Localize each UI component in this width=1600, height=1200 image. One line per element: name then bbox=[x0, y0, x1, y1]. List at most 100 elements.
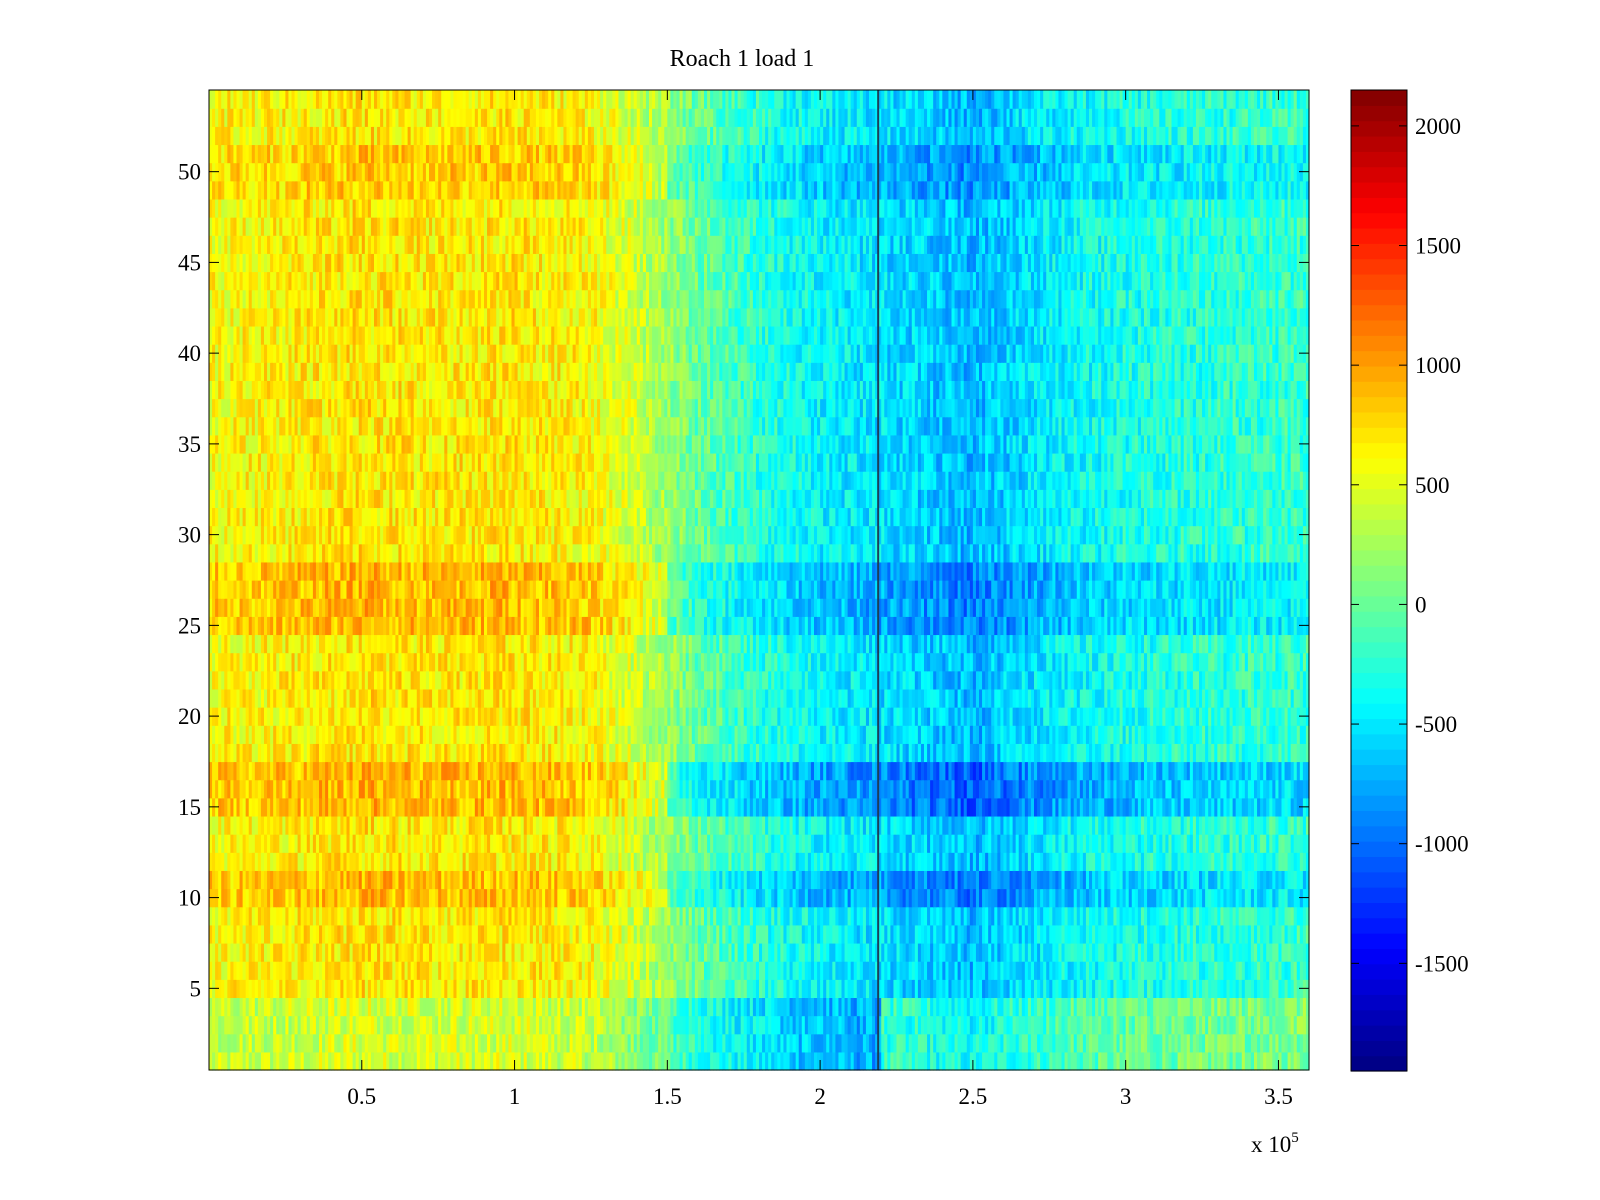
heatmap-cell bbox=[792, 1033, 797, 1053]
heatmap-cell bbox=[1027, 1051, 1032, 1071]
heatmap-cell bbox=[1064, 1033, 1069, 1053]
heatmap-cell bbox=[361, 1015, 366, 1035]
heatmap-cell bbox=[306, 1051, 311, 1071]
heatmap-cell bbox=[853, 1033, 858, 1053]
heatmap-cell bbox=[1214, 1033, 1218, 1053]
heatmap-cell bbox=[367, 1033, 372, 1053]
heatmap-cell bbox=[526, 1015, 531, 1035]
heatmap-cell bbox=[422, 1051, 427, 1071]
heatmap-cell bbox=[1281, 1033, 1286, 1053]
heatmap-cell bbox=[508, 1015, 513, 1035]
heatmap-cell bbox=[499, 1051, 503, 1071]
heatmap-cell bbox=[1260, 1033, 1264, 1053]
heatmap-cell bbox=[386, 1033, 390, 1053]
heatmap-cell bbox=[419, 1051, 424, 1071]
heatmap-cell bbox=[679, 1051, 684, 1071]
heatmap-cell bbox=[306, 1015, 311, 1035]
heatmap-cell bbox=[722, 1033, 726, 1053]
heatmap-cell bbox=[872, 1051, 876, 1071]
heatmap-cell bbox=[1223, 1033, 1228, 1053]
heatmap-cell bbox=[545, 1051, 549, 1071]
heatmap-cell bbox=[713, 1051, 717, 1071]
heatmap-cell bbox=[835, 1051, 840, 1071]
heatmap-cell bbox=[1052, 1033, 1056, 1053]
heatmap-cell bbox=[239, 1051, 244, 1071]
heatmap-cell bbox=[545, 1015, 549, 1035]
heatmap-cell bbox=[1076, 1033, 1081, 1053]
heatmap-cell bbox=[285, 1033, 290, 1053]
heatmap-cell bbox=[532, 1033, 537, 1053]
heatmap-cell bbox=[783, 1051, 788, 1071]
heatmap-cell bbox=[425, 1033, 430, 1053]
heatmap-cell bbox=[386, 1015, 390, 1035]
heatmap-cell bbox=[575, 1033, 580, 1053]
heatmap-cell bbox=[850, 1033, 855, 1053]
heatmap-cell bbox=[1302, 1033, 1307, 1053]
heatmap-cell bbox=[557, 1051, 561, 1071]
heatmap-cell bbox=[737, 1051, 742, 1071]
heatmap-cell bbox=[1049, 1051, 1053, 1071]
heatmap-cell bbox=[432, 1033, 436, 1053]
heatmap-cell bbox=[291, 1033, 296, 1053]
heatmap-cell bbox=[407, 1015, 412, 1035]
heatmap-cell bbox=[1159, 1033, 1163, 1053]
heatmap-cell bbox=[771, 1033, 775, 1053]
heatmap-cell bbox=[1116, 1051, 1121, 1071]
heatmap-cell bbox=[1113, 1033, 1118, 1053]
heatmap-cell bbox=[728, 1033, 733, 1053]
heatmap-cell bbox=[645, 1033, 650, 1053]
heatmap-cell bbox=[545, 1033, 549, 1053]
heatmap-cell bbox=[890, 1051, 895, 1071]
heatmap-cell bbox=[273, 1051, 277, 1071]
heatmap-cell bbox=[1226, 1051, 1231, 1071]
heatmap-cell bbox=[1076, 1051, 1081, 1071]
heatmap-cell bbox=[322, 1033, 326, 1053]
heatmap-cell bbox=[312, 1051, 317, 1071]
heatmap-cell bbox=[777, 1051, 781, 1071]
heatmap-cell bbox=[425, 1051, 430, 1071]
heatmap-cell bbox=[1214, 1051, 1218, 1071]
heatmap-cell bbox=[1272, 1033, 1276, 1053]
heatmap-cell bbox=[887, 1051, 891, 1071]
heatmap-cell bbox=[218, 1051, 222, 1071]
heatmap-cell bbox=[942, 1033, 946, 1053]
heatmap-cell bbox=[1244, 1051, 1249, 1071]
heatmap-cell bbox=[789, 1033, 794, 1053]
heatmap-cell bbox=[1107, 1033, 1111, 1053]
heatmap-cell bbox=[325, 1051, 329, 1071]
heatmap-cell bbox=[1238, 1033, 1243, 1053]
heatmap-cell bbox=[1165, 1033, 1170, 1053]
heatmap-cell bbox=[419, 1015, 424, 1035]
heatmap-cell bbox=[1052, 1051, 1056, 1071]
heatmap-cell bbox=[1024, 1033, 1029, 1053]
heatmap-cell bbox=[624, 1051, 629, 1071]
heatmap-cell bbox=[374, 1051, 378, 1071]
heatmap-cell bbox=[548, 1033, 552, 1053]
heatmap-cell bbox=[572, 1051, 577, 1071]
heatmap-cell bbox=[823, 1051, 827, 1071]
heatmap-cell bbox=[694, 1033, 699, 1053]
heatmap-cell bbox=[450, 1051, 455, 1071]
heatmap-cell bbox=[557, 1015, 561, 1035]
heatmap-cell bbox=[743, 1033, 748, 1053]
heatmap-cell bbox=[209, 1051, 213, 1071]
heatmap-cell bbox=[1247, 1033, 1252, 1053]
heatmap-cell bbox=[746, 1051, 751, 1071]
heatmap-cell bbox=[520, 1033, 525, 1053]
heatmap-cell bbox=[1202, 1033, 1206, 1053]
heatmap-cell bbox=[1165, 1051, 1170, 1071]
heatmap-cell bbox=[407, 1051, 412, 1071]
heatmap-cell bbox=[667, 1051, 671, 1071]
heatmap-cell bbox=[963, 1033, 968, 1053]
heatmap-cell bbox=[710, 1033, 714, 1053]
heatmap-cell bbox=[676, 1033, 681, 1053]
heatmap-cell bbox=[1195, 1051, 1200, 1071]
heatmap-cell bbox=[551, 1051, 555, 1071]
heatmap-cell bbox=[884, 1051, 888, 1071]
heatmap-cell bbox=[215, 1015, 219, 1035]
heatmap-cell bbox=[826, 1033, 830, 1053]
heatmap-cell bbox=[765, 1033, 769, 1053]
heatmap-cell bbox=[1000, 1051, 1005, 1071]
heatmap-cell bbox=[905, 1033, 910, 1053]
heatmap-cell bbox=[1293, 1033, 1298, 1053]
